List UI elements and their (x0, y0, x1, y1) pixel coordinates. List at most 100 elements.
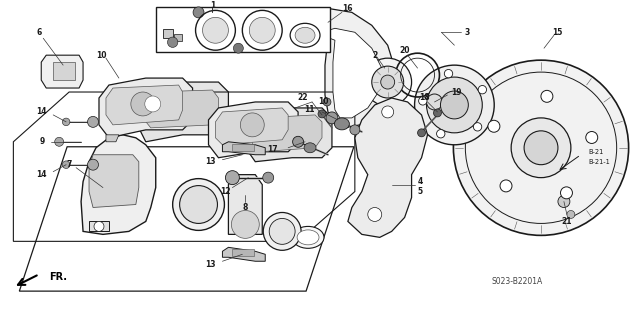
Circle shape (131, 92, 155, 116)
Ellipse shape (304, 143, 316, 153)
Text: 8: 8 (243, 203, 248, 212)
Circle shape (326, 112, 338, 124)
Polygon shape (322, 28, 381, 118)
Circle shape (350, 125, 360, 135)
Text: 3: 3 (465, 28, 470, 37)
Circle shape (145, 96, 161, 112)
Ellipse shape (295, 27, 315, 43)
Text: 1: 1 (210, 1, 215, 10)
Circle shape (250, 17, 275, 43)
Circle shape (62, 161, 70, 168)
Circle shape (586, 131, 598, 144)
Circle shape (364, 58, 412, 106)
Circle shape (426, 94, 442, 110)
Circle shape (453, 60, 628, 235)
Circle shape (269, 219, 295, 244)
Bar (163, 29, 173, 38)
Circle shape (88, 116, 99, 127)
Circle shape (88, 159, 99, 170)
Circle shape (558, 196, 570, 207)
Circle shape (474, 122, 482, 131)
Circle shape (202, 17, 228, 43)
Text: 20: 20 (399, 46, 410, 55)
Bar (232, 144, 254, 151)
Polygon shape (223, 142, 265, 155)
Bar (53, 62, 75, 80)
Polygon shape (248, 108, 332, 162)
Circle shape (415, 65, 494, 145)
Circle shape (168, 37, 178, 48)
Circle shape (323, 98, 331, 106)
Circle shape (62, 118, 70, 126)
Text: 9: 9 (40, 137, 45, 146)
Polygon shape (89, 221, 109, 231)
Text: FR.: FR. (49, 272, 67, 282)
Circle shape (488, 120, 500, 132)
Circle shape (478, 85, 486, 94)
Circle shape (318, 110, 326, 118)
Circle shape (241, 113, 264, 137)
Polygon shape (143, 90, 218, 128)
Circle shape (444, 70, 452, 78)
Text: S023-B2201A: S023-B2201A (492, 277, 543, 286)
Text: 12: 12 (220, 187, 230, 196)
Circle shape (263, 172, 274, 183)
Circle shape (232, 211, 259, 238)
Circle shape (225, 171, 239, 185)
Polygon shape (106, 135, 119, 142)
Polygon shape (209, 102, 298, 158)
Circle shape (426, 77, 483, 133)
Polygon shape (252, 115, 322, 152)
Polygon shape (312, 8, 395, 128)
Circle shape (180, 186, 218, 223)
Polygon shape (139, 82, 228, 142)
Text: 16: 16 (342, 4, 353, 13)
Ellipse shape (335, 118, 349, 130)
Text: 11: 11 (305, 106, 315, 115)
Circle shape (417, 129, 426, 137)
Circle shape (94, 221, 104, 231)
Text: 14: 14 (36, 170, 46, 179)
Circle shape (511, 118, 571, 178)
Circle shape (381, 75, 395, 89)
Text: 13: 13 (205, 157, 216, 166)
Text: 6: 6 (36, 28, 42, 37)
Text: B-21: B-21 (589, 149, 604, 155)
Text: 15: 15 (552, 28, 562, 37)
Text: 17: 17 (268, 145, 278, 154)
Polygon shape (223, 247, 265, 261)
Text: 18: 18 (419, 93, 430, 102)
Bar (232, 249, 254, 256)
Circle shape (561, 187, 572, 199)
Circle shape (263, 212, 301, 250)
Bar (156, 7, 330, 52)
Text: 19: 19 (451, 87, 462, 97)
Circle shape (372, 66, 404, 98)
Circle shape (234, 43, 243, 53)
Circle shape (436, 130, 445, 138)
Circle shape (419, 97, 427, 105)
Text: 10: 10 (318, 98, 328, 107)
Text: B-21-1: B-21-1 (589, 159, 611, 165)
Text: 13: 13 (205, 260, 216, 269)
Text: 21: 21 (562, 217, 572, 226)
Text: 4: 4 (417, 177, 423, 186)
Polygon shape (106, 85, 182, 125)
Circle shape (500, 180, 512, 192)
Bar (173, 34, 182, 41)
Ellipse shape (292, 226, 324, 248)
Circle shape (292, 136, 303, 147)
Polygon shape (228, 174, 262, 234)
Polygon shape (216, 108, 288, 145)
Circle shape (368, 207, 381, 221)
Polygon shape (348, 98, 428, 237)
Circle shape (173, 179, 225, 230)
Text: 22: 22 (298, 93, 308, 102)
Circle shape (541, 90, 553, 102)
Ellipse shape (297, 230, 319, 245)
Text: 2: 2 (372, 51, 378, 60)
Polygon shape (89, 155, 139, 207)
Text: 10: 10 (96, 51, 106, 60)
Text: 14: 14 (36, 108, 46, 116)
Circle shape (54, 137, 63, 146)
